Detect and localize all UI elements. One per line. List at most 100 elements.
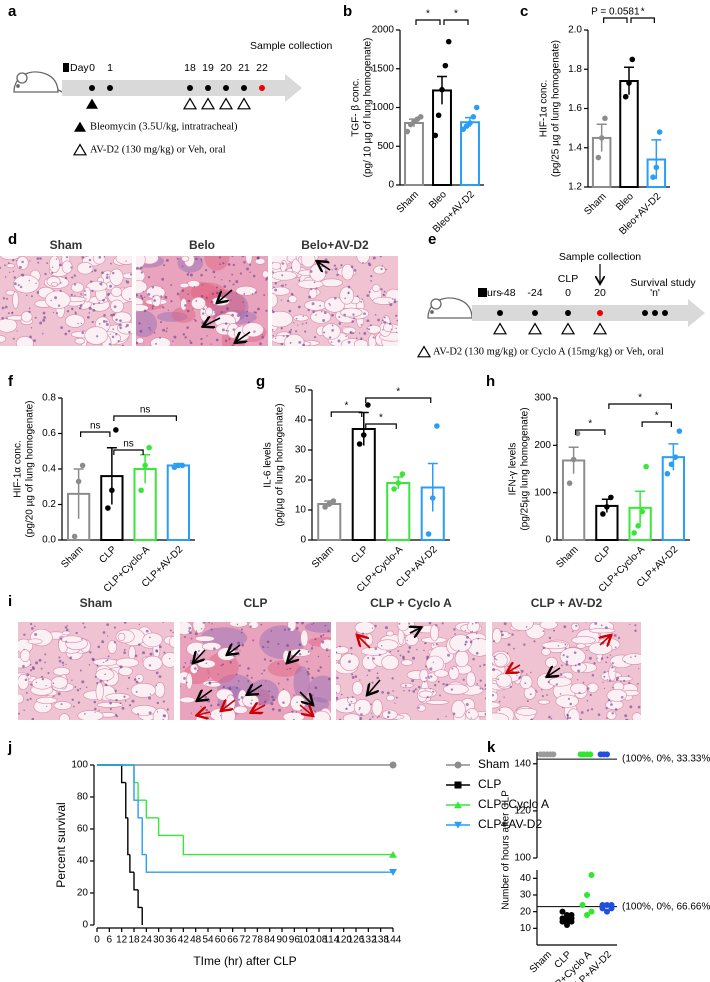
nucleus (70, 266, 73, 269)
nucleus (561, 664, 563, 667)
panel-label: j (7, 739, 12, 756)
nucleus (40, 675, 43, 678)
alveolus (61, 630, 71, 636)
nucleus (210, 300, 214, 304)
nucleus (55, 312, 59, 315)
data-point (629, 56, 636, 63)
nucleus (263, 669, 266, 672)
nucleus (629, 623, 631, 625)
x-tick-label: 108 (311, 935, 328, 946)
alveolus (130, 682, 156, 698)
nucleus (394, 298, 396, 300)
nucleus (101, 640, 105, 644)
x-tick-label: 60 (215, 935, 227, 946)
nucleus (98, 709, 100, 712)
nucleus (106, 659, 109, 661)
nucleus (137, 643, 141, 646)
nucleus (109, 333, 111, 335)
alveolus (354, 339, 369, 346)
nucleus (189, 273, 193, 277)
nucleus (149, 329, 152, 331)
y-tick-label: 1500 (372, 63, 395, 74)
alveolus (150, 336, 171, 346)
nucleus (311, 694, 314, 697)
nucleus (637, 705, 641, 709)
nucleus (392, 298, 394, 300)
nucleus (358, 706, 361, 709)
nucleus (123, 648, 126, 651)
nucleus (370, 712, 373, 714)
nucleus (378, 653, 381, 656)
mouse-icon (13, 71, 71, 96)
alveolus (272, 292, 278, 308)
x-tick-label: 72 (239, 935, 251, 946)
nucleus (606, 679, 609, 681)
nucleus (65, 663, 67, 665)
data-point (435, 112, 442, 119)
nucleus (60, 326, 63, 329)
nucleus (328, 655, 330, 657)
alveolus (262, 270, 268, 279)
nucleus (29, 669, 33, 672)
nucleus (134, 654, 138, 658)
nucleus (340, 264, 343, 267)
nucleus (94, 711, 96, 713)
nucleus (153, 299, 156, 302)
x-tick-label: CLP (592, 544, 614, 566)
legend-triangle (74, 121, 86, 132)
stain-patch (204, 256, 230, 271)
nucleus (395, 327, 397, 330)
nucleus (348, 660, 351, 663)
nucleus (164, 295, 168, 299)
nucleus (115, 318, 118, 322)
nucleus (30, 295, 33, 298)
nucleus (280, 342, 284, 346)
alveolus (115, 657, 139, 668)
nucleus (289, 341, 292, 344)
nucleus (351, 320, 354, 323)
nucleus (284, 283, 287, 286)
nucleus (472, 657, 475, 661)
data-point (399, 471, 406, 477)
nucleus (79, 304, 83, 308)
nucleus (347, 285, 351, 289)
alveolus (142, 632, 163, 648)
nucleus (101, 271, 104, 275)
nucleus (555, 683, 558, 686)
significance-bracket (443, 19, 469, 25)
data-point (564, 912, 570, 918)
x-tick-label: Sham (59, 544, 85, 570)
nucleus (315, 314, 317, 316)
alveolus (430, 624, 439, 642)
data-point (668, 461, 675, 468)
nucleus (637, 683, 639, 685)
treatment-triangle (218, 97, 234, 110)
data-point (599, 902, 606, 908)
nucleus (507, 643, 511, 646)
nucleus (383, 316, 386, 319)
nucleus (15, 260, 18, 262)
error-bar (635, 490, 646, 525)
significance-label: * (641, 7, 645, 18)
nucleus (7, 262, 10, 265)
nucleus (416, 648, 418, 651)
nucleus (588, 656, 592, 660)
survival-step (182, 835, 393, 856)
nucleus (553, 629, 556, 632)
nucleus (200, 294, 204, 298)
data-point (643, 463, 649, 470)
nucleus (173, 335, 177, 339)
data-point (330, 498, 337, 504)
nucleus (454, 633, 456, 635)
nucleus (272, 270, 274, 272)
nucleus (535, 689, 537, 692)
nucleus (209, 713, 212, 715)
alveolus (194, 635, 215, 642)
nucleus (283, 628, 287, 631)
nucleus (464, 640, 468, 644)
nucleus (89, 265, 92, 269)
nucleus (52, 682, 55, 685)
day-label: 0 (89, 62, 95, 74)
nucleus (42, 333, 44, 335)
nucleus (201, 284, 204, 286)
